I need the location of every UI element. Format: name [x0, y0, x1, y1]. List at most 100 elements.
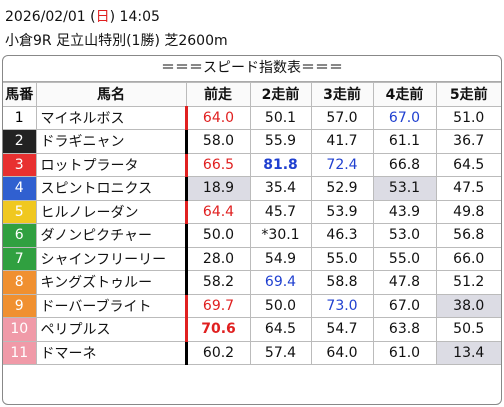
horse-name: マイネルボス: [35, 105, 187, 130]
column-header: 5走前: [435, 82, 501, 107]
speed-index: 50.0: [184, 223, 251, 248]
paren: ): [109, 9, 116, 25]
horse-number: 10: [3, 317, 37, 342]
speed-index: 35.4: [249, 176, 312, 201]
horse-name: ヒルノレーダン: [35, 199, 187, 224]
horse-number: 3: [3, 152, 37, 177]
time: 14:05: [119, 9, 160, 25]
speed-index: 45.7: [249, 199, 312, 224]
horse-name: ダノンピクチャー: [35, 223, 187, 248]
speed-index: 50.0: [249, 293, 312, 318]
speed-index: 46.3: [310, 223, 374, 248]
speed-index: 61.0: [372, 340, 437, 365]
horse-name: シャインフリーリー: [35, 246, 187, 271]
speed-index: 64.5: [249, 317, 312, 342]
speed-index: 50.1: [249, 105, 312, 130]
horse-name: ロットプラータ: [35, 152, 187, 177]
date-line: 2026/02/01 (日) 14:05: [5, 6, 160, 26]
speed-index: 28.0: [184, 246, 251, 271]
row: 8 キングズトゥルー 58.2 69.4 58.8 47.8 51.2: [3, 270, 501, 295]
speed-index: 70.6: [184, 317, 251, 342]
horse-number: 5: [3, 199, 37, 224]
speed-index: 47.5: [435, 176, 501, 201]
speed-index: 54.7: [310, 317, 374, 342]
row: 1 マイネルボス 64.0 50.1 57.0 67.0 51.0: [3, 105, 501, 130]
speed-index: 66.8: [372, 152, 437, 177]
speed-index: 66.0: [435, 246, 501, 271]
race-info: 小倉9R 足立山特別(1勝) 芝2600m: [5, 33, 228, 49]
speed-index: 57.0: [310, 105, 374, 130]
speed-index: 47.8: [372, 270, 437, 295]
column-header: 前走: [185, 82, 251, 107]
speed-index: 58.0: [184, 129, 251, 154]
horse-number: 9: [3, 293, 37, 318]
speed-index: 51.0: [435, 105, 501, 130]
speed-index: 67.0: [372, 293, 437, 318]
speed-index: 55.0: [372, 246, 437, 271]
speed-index: 81.8: [249, 152, 312, 177]
speed-index: 61.1: [372, 129, 437, 154]
speed-index: 36.7: [435, 129, 501, 154]
speed-table: 馬番 馬名 前走 2走前 3走前 4走前 5走前 1 マイネルボス 64.0 50.1 57.0 67…: [3, 82, 501, 365]
speed-index: 53.9: [310, 199, 374, 224]
speed-index: 72.4: [310, 152, 374, 177]
horse-number: 6: [3, 223, 37, 248]
speed-index: 58.2: [184, 270, 251, 295]
horse-name: ペリプルス: [35, 317, 187, 342]
column-header: 4走前: [372, 82, 437, 107]
row: 3 ロットプラータ 66.5 81.8 72.4 66.8 64.5: [3, 152, 501, 177]
speed-index: 50.5: [435, 317, 501, 342]
horse-number: 4: [3, 176, 37, 201]
row: 6 ダノンピクチャー 50.0 *30.1 46.3 53.0 56.8: [3, 223, 501, 248]
speed-index: 66.5: [184, 152, 251, 177]
speed-index: 69.7: [184, 293, 251, 318]
header-row: 馬番 馬名 前走 2走前 3走前 4走前 5走前: [3, 82, 501, 107]
horse-number: 7: [3, 246, 37, 271]
speed-index: 13.4: [435, 340, 501, 365]
speed-index: 51.2: [435, 270, 501, 295]
horse-name: キングズトゥルー: [35, 270, 187, 295]
speed-index: 41.7: [310, 129, 374, 154]
speed-index: 64.4: [184, 199, 251, 224]
speed-index: 57.4: [249, 340, 312, 365]
speed-index: 63.8: [372, 317, 437, 342]
speed-index: 55.0: [310, 246, 374, 271]
speed-index: 54.9: [249, 246, 312, 271]
row: 5 ヒルノレーダン 64.4 45.7 53.9 43.9 49.8: [3, 199, 501, 224]
horse-number: 8: [3, 270, 37, 295]
speed-index: *30.1: [249, 223, 312, 248]
date: 2026/02/01: [5, 9, 86, 25]
speed-index: 64.0: [310, 340, 374, 365]
horse-number: 1: [3, 105, 37, 130]
column-header: 3走前: [310, 82, 374, 107]
horse-name: ドラギニャン: [35, 129, 187, 154]
speed-index: 56.8: [435, 223, 501, 248]
row: 9 ドーバーブライト 69.7 50.0 73.0 67.0 38.0: [3, 293, 501, 318]
speed-index: 69.4: [249, 270, 312, 295]
speed-index: 58.8: [310, 270, 374, 295]
horse-name: ドマーネ: [35, 340, 187, 365]
speed-index: 67.0: [372, 105, 437, 130]
speed-index: 49.8: [435, 199, 501, 224]
paren: (: [90, 9, 96, 25]
speed-index: 53.0: [372, 223, 437, 248]
column-header: 馬名: [35, 82, 187, 107]
speed-index: 38.0: [435, 293, 501, 318]
row: 7 シャインフリーリー 28.0 54.9 55.0 55.0 66.0: [3, 246, 501, 271]
row: 4 スピントロニクス 18.9 35.4 52.9 53.1 47.5: [3, 176, 501, 201]
row: 10 ペリプルス 70.6 64.5 54.7 63.8 50.5: [3, 317, 501, 342]
column-header: 2走前: [249, 82, 312, 107]
speed-index: 53.1: [372, 176, 437, 201]
column-header: 馬番: [3, 82, 37, 107]
speed-index: 43.9: [372, 199, 437, 224]
table-box: ＝＝＝スピード指数表＝＝＝ 馬番 馬名 前走 2走前 3走前 4走前 5走前 1 マイネルボス…: [2, 55, 502, 405]
speed-index: 18.9: [184, 176, 251, 201]
horse-number: 11: [3, 340, 37, 365]
table-title: ＝＝＝スピード指数表＝＝＝: [3, 56, 501, 82]
speed-index: 73.0: [310, 293, 374, 318]
row: 2 ドラギニャン 58.0 55.9 41.7 61.1 36.7: [3, 129, 501, 154]
speed-index: 64.0: [184, 105, 251, 130]
weekday: 日: [95, 9, 110, 25]
horse-number: 2: [3, 129, 37, 154]
